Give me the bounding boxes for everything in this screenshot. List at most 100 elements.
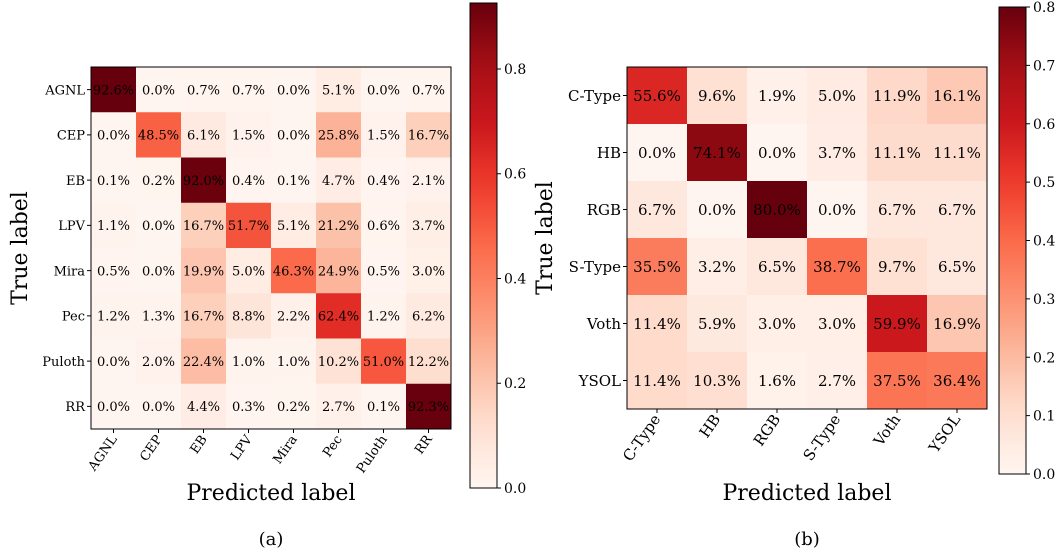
cell-value-label: 3.7% bbox=[818, 144, 856, 162]
heatmap-cell bbox=[361, 112, 407, 158]
heatmap-cell bbox=[406, 338, 452, 385]
cell-value-label: 92.6% bbox=[93, 83, 134, 98]
heatmap-cell bbox=[627, 295, 688, 353]
x-tick-label: CEP bbox=[137, 432, 166, 464]
cell-value-label: 51.0% bbox=[363, 355, 404, 370]
heatmap-cell bbox=[136, 383, 182, 430]
confusion-matrix-b: 55.6% 9.6% 1.9% 5.0% 11.9% 16.1% 0.0% 74.1% 0.0%… bbox=[533, 0, 1055, 550]
cell-value-label: 4.4% bbox=[187, 400, 220, 415]
x-tick-label: HB bbox=[696, 411, 725, 441]
heatmap-cell bbox=[406, 157, 452, 204]
cell-value-label: 55.6% bbox=[633, 87, 681, 105]
colorbar bbox=[998, 6, 1027, 475]
cell-value-label: 0.4% bbox=[232, 174, 265, 189]
heatmap-cell bbox=[91, 338, 137, 385]
cell-value-label: 16.7% bbox=[183, 310, 224, 325]
heatmap-cell bbox=[226, 248, 272, 294]
x-tick-label: Puloth bbox=[354, 432, 391, 476]
cell-value-label: 1.1% bbox=[97, 219, 130, 234]
cell-value-label: 0.0% bbox=[698, 201, 736, 219]
colorbar-tick-label: 0.7 bbox=[1033, 58, 1055, 74]
heatmap-cell bbox=[807, 124, 868, 182]
cell-value-label: 0.0% bbox=[277, 83, 310, 98]
heatmap-cell bbox=[91, 202, 137, 249]
cell-value-label: 0.0% bbox=[277, 129, 310, 144]
x-tick-label: Pec bbox=[320, 433, 346, 461]
heatmap-cell bbox=[271, 67, 317, 113]
heatmap-cell bbox=[271, 293, 317, 339]
heatmap-cell bbox=[181, 67, 227, 113]
heatmap-cell bbox=[136, 293, 182, 339]
cell-value-label: 21.2% bbox=[318, 219, 359, 234]
cell-value-label: 8.8% bbox=[232, 310, 265, 325]
y-tick-label: LPV bbox=[58, 219, 85, 234]
colorbar-tick-label: 0.4 bbox=[504, 271, 526, 287]
cell-value-label: 2.0% bbox=[142, 355, 175, 370]
heatmap-cell bbox=[226, 67, 272, 113]
cell-value-label: 0.2% bbox=[277, 400, 310, 415]
cell-value-label: 0.5% bbox=[97, 264, 130, 279]
x-axis-label: Predicted label bbox=[722, 481, 891, 506]
heatmap-cell bbox=[316, 248, 362, 294]
cell-value-label: 3.0% bbox=[758, 315, 796, 333]
heatmap-cell bbox=[747, 67, 808, 125]
cell-value-label: 6.5% bbox=[758, 258, 796, 276]
heatmap-cell bbox=[361, 202, 407, 249]
heatmap-cell bbox=[687, 295, 748, 353]
heatmap-cell bbox=[627, 181, 688, 239]
y-tick-label: CEP bbox=[57, 129, 85, 144]
cell-value-label: 1.3% bbox=[142, 310, 175, 325]
heatmap-cell bbox=[316, 157, 362, 204]
cell-value-label: 9.6% bbox=[698, 87, 736, 105]
x-tick-label: RGB bbox=[750, 411, 784, 449]
heatmap-cell bbox=[181, 248, 227, 294]
cell-value-label: 5.0% bbox=[818, 87, 856, 105]
cell-value-label: 0.2% bbox=[142, 174, 175, 189]
heatmap-cell bbox=[406, 202, 452, 249]
heatmap-cell bbox=[226, 157, 272, 204]
colorbar-tick-label: 0.8 bbox=[1033, 0, 1055, 16]
cell-value-label: 0.1% bbox=[367, 400, 400, 415]
heatmap-cell bbox=[927, 124, 988, 182]
heatmap-cell bbox=[747, 352, 808, 410]
heatmap-cell bbox=[627, 238, 688, 296]
heatmap-cell bbox=[181, 338, 227, 385]
x-tick-label: C-Type bbox=[619, 411, 664, 465]
heatmap-cell bbox=[406, 67, 452, 113]
cell-value-label: 12.2% bbox=[408, 355, 449, 370]
y-tick-label: AGNL bbox=[44, 83, 85, 98]
cell-value-label: 3.2% bbox=[698, 258, 736, 276]
cell-value-label: 0.7% bbox=[232, 83, 265, 98]
heatmap-cell bbox=[181, 383, 227, 430]
heatmap-cell bbox=[927, 181, 988, 239]
heatmap-cell bbox=[271, 383, 317, 430]
cell-value-label: 0.6% bbox=[367, 219, 400, 234]
heatmap-cell bbox=[627, 67, 688, 125]
cell-value-label: 24.9% bbox=[318, 264, 359, 279]
cell-value-label: 51.7% bbox=[228, 219, 269, 234]
cell-value-label: 0.0% bbox=[142, 264, 175, 279]
cell-value-label: 2.2% bbox=[277, 310, 310, 325]
heatmap-cell bbox=[687, 67, 748, 125]
x-tick-label: YSOL bbox=[925, 411, 965, 457]
cell-value-label: 11.1% bbox=[873, 144, 921, 162]
cell-value-label: 0.0% bbox=[367, 83, 400, 98]
heatmap-cell bbox=[927, 295, 988, 353]
x-tick-label: RR bbox=[412, 432, 436, 458]
cell-value-label: 3.7% bbox=[412, 219, 445, 234]
cell-value-label: 0.7% bbox=[187, 83, 220, 98]
cell-value-label: 16.1% bbox=[933, 87, 981, 105]
cell-value-label: 6.7% bbox=[878, 201, 916, 219]
heatmap-cell bbox=[136, 248, 182, 294]
cell-value-label: 1.5% bbox=[367, 129, 400, 144]
y-tick-label: HB bbox=[597, 144, 621, 162]
heatmap-cell bbox=[867, 181, 928, 239]
cell-value-label: 6.5% bbox=[938, 258, 976, 276]
cell-value-label: 0.5% bbox=[367, 264, 400, 279]
cell-value-label: 22.4% bbox=[183, 355, 224, 370]
heatmap-cell bbox=[226, 202, 272, 249]
cell-value-label: 38.7% bbox=[813, 258, 861, 276]
heatmap-cell bbox=[807, 181, 868, 239]
heatmap-cell bbox=[807, 238, 868, 296]
heatmap-cell bbox=[316, 67, 362, 113]
